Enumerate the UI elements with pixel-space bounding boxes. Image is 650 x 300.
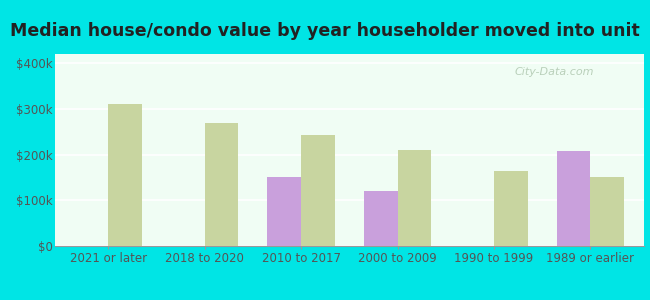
Bar xyxy=(398,150,432,246)
Text: Median house/condo value by year householder moved into unit: Median house/condo value by year househo… xyxy=(10,22,640,40)
Text: City-Data.com: City-Data.com xyxy=(514,68,593,77)
Bar xyxy=(494,171,528,246)
Bar xyxy=(301,135,335,246)
Bar xyxy=(109,104,142,246)
Bar xyxy=(590,176,624,246)
Bar xyxy=(364,191,398,246)
Bar xyxy=(556,151,590,246)
Bar xyxy=(267,177,301,246)
Bar xyxy=(205,123,239,246)
